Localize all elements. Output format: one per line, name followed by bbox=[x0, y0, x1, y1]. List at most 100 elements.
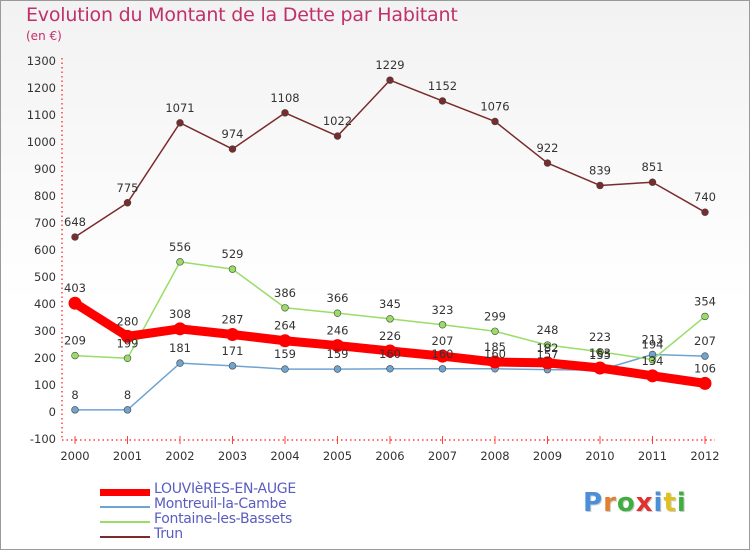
data-point bbox=[438, 365, 447, 373]
data-label: 264 bbox=[274, 319, 296, 333]
data-point bbox=[646, 369, 659, 383]
data-label: 974 bbox=[222, 127, 244, 141]
y-tick-label: 0 bbox=[49, 405, 56, 419]
logo-letter: o bbox=[616, 488, 636, 518]
data-label: 194 bbox=[642, 338, 664, 352]
data-point bbox=[228, 145, 237, 153]
data-point bbox=[281, 304, 289, 312]
data-label: 1076 bbox=[480, 99, 509, 113]
x-tick-label: 2007 bbox=[428, 449, 457, 463]
legend-label-fontaine: Fontaine-les-Bassets bbox=[154, 511, 293, 527]
data-point bbox=[701, 312, 709, 321]
data-label: 529 bbox=[222, 247, 244, 261]
data-label: 323 bbox=[432, 303, 454, 317]
data-label: 8 bbox=[71, 388, 78, 402]
data-point bbox=[176, 359, 184, 367]
data-label: 1152 bbox=[428, 79, 457, 93]
y-tick-label: 1100 bbox=[27, 108, 56, 122]
data-point bbox=[383, 344, 397, 358]
x-tick-label: 2003 bbox=[218, 449, 247, 463]
data-point bbox=[648, 178, 657, 186]
data-label: 1229 bbox=[375, 58, 404, 72]
x-tick-label: 2012 bbox=[690, 449, 719, 463]
proxiti-logo: Proxiti bbox=[583, 488, 687, 518]
data-label: 246 bbox=[327, 324, 349, 338]
data-label: 775 bbox=[117, 181, 139, 195]
data-label: 308 bbox=[169, 307, 191, 321]
data-label: 226 bbox=[379, 329, 401, 343]
data-point bbox=[701, 208, 709, 216]
chart-unit-label: (en €) bbox=[26, 29, 62, 43]
data-point bbox=[176, 119, 184, 127]
y-tick-label: 500 bbox=[34, 270, 56, 284]
data-point bbox=[228, 362, 237, 370]
data-label: 106 bbox=[694, 361, 716, 375]
data-label: 354 bbox=[694, 294, 716, 308]
x-tick-label: 2002 bbox=[165, 449, 194, 463]
y-tick-label: 800 bbox=[34, 189, 56, 203]
data-point bbox=[123, 354, 132, 362]
data-point bbox=[491, 327, 499, 335]
data-label: 556 bbox=[169, 240, 191, 254]
series-layer bbox=[68, 76, 712, 414]
data-label: 134 bbox=[642, 354, 664, 368]
logo-letter: r bbox=[603, 488, 617, 518]
data-label: 160 bbox=[432, 347, 454, 361]
data-point bbox=[71, 406, 79, 414]
legend-swatch-fontaine bbox=[100, 521, 150, 523]
y-tick-label: 700 bbox=[34, 216, 56, 230]
data-label: 851 bbox=[642, 160, 664, 174]
data-point bbox=[543, 341, 552, 349]
y-tick-label: -100 bbox=[30, 432, 56, 446]
data-label: 299 bbox=[484, 309, 506, 323]
data-point bbox=[438, 97, 447, 105]
x-tick-label: 2001 bbox=[113, 449, 142, 463]
data-point bbox=[123, 406, 132, 414]
y-tick-label: 600 bbox=[34, 243, 56, 257]
data-point bbox=[701, 352, 709, 360]
x-tick-label: 2006 bbox=[375, 449, 404, 463]
chart-title: Evolution du Montant de la Dette par Hab… bbox=[26, 4, 458, 26]
data-point bbox=[333, 365, 342, 373]
x-tick-label: 2000 bbox=[60, 449, 89, 463]
x-tick-label: 2005 bbox=[323, 449, 352, 463]
data-point bbox=[386, 365, 394, 373]
data-label: 155 bbox=[589, 348, 611, 362]
data-point bbox=[488, 355, 502, 369]
data-label: 386 bbox=[274, 286, 296, 300]
data-point bbox=[123, 199, 132, 207]
legend-label-trun: Trun bbox=[154, 526, 183, 542]
data-point bbox=[596, 348, 604, 356]
data-point bbox=[281, 365, 289, 373]
data-label: 1022 bbox=[323, 114, 352, 128]
data-point bbox=[698, 376, 712, 390]
y-tick-label: 1300 bbox=[27, 54, 56, 68]
y-tick-label: 300 bbox=[34, 324, 56, 338]
data-point bbox=[436, 349, 449, 363]
legend-swatch-louvieres bbox=[100, 489, 150, 496]
data-point bbox=[333, 132, 342, 140]
data-point bbox=[491, 117, 499, 126]
data-label: 213 bbox=[642, 332, 664, 346]
data-label: 1071 bbox=[165, 101, 194, 115]
x-tick-label: 2004 bbox=[270, 449, 299, 463]
data-label: 207 bbox=[432, 334, 454, 348]
y-tick-label: 400 bbox=[34, 297, 56, 311]
data-label: 8 bbox=[124, 388, 131, 402]
data-label: 248 bbox=[537, 323, 559, 337]
x-tick-label: 2010 bbox=[585, 449, 614, 463]
data-label: 163 bbox=[589, 346, 611, 360]
data-label: 159 bbox=[274, 347, 296, 361]
data-label: 287 bbox=[222, 313, 244, 327]
data-label: 157 bbox=[537, 348, 559, 362]
x-tick-label: 2008 bbox=[480, 449, 509, 463]
logo-letter: i bbox=[653, 488, 664, 518]
legend-swatch-montreuil bbox=[100, 506, 150, 508]
data-point bbox=[121, 329, 134, 343]
data-label: 280 bbox=[117, 314, 139, 328]
data-point bbox=[543, 159, 552, 167]
data-point bbox=[331, 339, 344, 353]
data-label: 185 bbox=[484, 340, 506, 354]
logo-letter: P bbox=[583, 488, 604, 518]
